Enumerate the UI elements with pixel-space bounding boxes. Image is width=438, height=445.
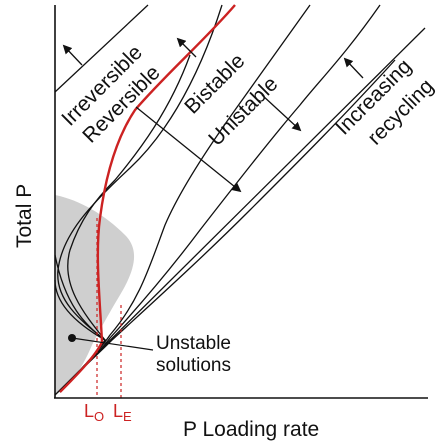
arrow-bistable [176, 37, 197, 58]
critical-curve [59, 4, 236, 393]
lo-label: LO [84, 401, 104, 424]
curve-unistable-2 [59, 59, 396, 393]
arrow-unistable [261, 94, 302, 132]
unstable-region [55, 195, 135, 395]
arrow-recycling [343, 57, 364, 79]
curve-bistable-right [59, 4, 311, 393]
unstable-pointer [71, 337, 154, 351]
y-axis-label: Total P [13, 184, 36, 248]
le-label: LE [113, 401, 132, 424]
arrow-irreversible [62, 44, 83, 66]
x-axis-label: P Loading rate [183, 418, 319, 441]
straight-curve-1 [54, 4, 149, 93]
label-solutions: solutions [156, 355, 231, 376]
direction-arrows [62, 37, 364, 193]
label-unstable: Unstable [156, 333, 231, 354]
arrow-reversible-to-unistable [135, 106, 242, 193]
straight-curve-2 [54, 27, 426, 396]
